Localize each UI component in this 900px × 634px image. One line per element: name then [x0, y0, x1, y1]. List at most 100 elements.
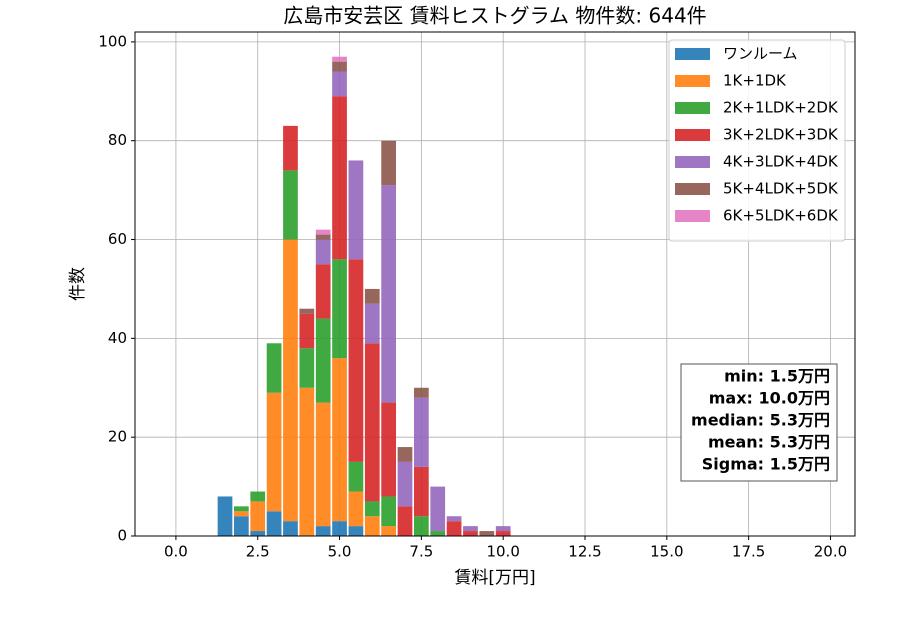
- bar-segment: [234, 516, 249, 536]
- legend-label: 6K+5LDK+6DK: [723, 207, 839, 225]
- bar-segment: [397, 461, 413, 507]
- bar-segment: [315, 234, 331, 240]
- y-tick-label: 60: [108, 230, 127, 248]
- bar-segment: [250, 491, 266, 502]
- bar-segment: [332, 259, 347, 359]
- y-tick-label: 40: [108, 329, 127, 347]
- bar-segment: [381, 185, 396, 403]
- bar-segment: [364, 303, 380, 344]
- legend-label: 4K+3LDK+4DK: [723, 153, 839, 171]
- legend-swatch: [675, 75, 710, 87]
- y-tick-label: 80: [108, 131, 127, 149]
- bar-segment: [414, 516, 429, 536]
- chart-title: 広島市安芸区 賃料ヒストグラム 物件数: 644件: [283, 4, 706, 28]
- stats-line: max: 10.0万円: [709, 389, 830, 408]
- x-axis-label: 賃料[万円]: [454, 568, 535, 588]
- legend-box: [668, 39, 846, 242]
- bar-segment: [315, 318, 331, 403]
- bar-segment: [299, 313, 315, 349]
- bar-segment: [364, 343, 380, 502]
- bar-segment: [250, 531, 266, 536]
- x-tick-label: 20.0: [814, 543, 847, 561]
- legend-swatch: [675, 156, 710, 168]
- x-tick-label: 2.5: [246, 543, 270, 561]
- plot-frame: [134, 31, 856, 537]
- bar-segment: [414, 387, 429, 398]
- bar-segment: [332, 358, 347, 522]
- bar-segment: [381, 496, 396, 527]
- bar-segment: [250, 501, 266, 532]
- stats-box: [680, 363, 838, 482]
- bar-segment: [364, 501, 380, 517]
- legend-label: 3K+2LDK+3DK: [723, 126, 839, 144]
- x-tick-label: 15.0: [650, 543, 683, 561]
- bar-segment: [332, 96, 347, 260]
- bar-segment: [234, 506, 249, 512]
- bar-segment: [266, 343, 282, 393]
- bar-segment: [266, 511, 282, 536]
- legend-label: 1K+1DK: [723, 72, 787, 90]
- stats-line: Sigma: 1.5万円: [702, 455, 830, 474]
- y-tick-label: 100: [98, 32, 127, 50]
- bar-segment: [315, 239, 331, 265]
- x-tick-label: 7.5: [409, 543, 433, 561]
- stats-line: median: 5.3万円: [691, 411, 830, 430]
- bar-segment: [348, 160, 364, 260]
- bar-segment: [299, 348, 315, 388]
- y-tick-label: 20: [108, 428, 127, 446]
- x-tick-label: 5.0: [328, 543, 352, 561]
- bar-segment: [430, 531, 446, 536]
- legend-swatch: [675, 48, 710, 60]
- bar-segment: [315, 229, 331, 235]
- bar-segment: [234, 511, 249, 517]
- stats-line: min: 1.5万円: [724, 367, 830, 386]
- bar-segment: [414, 466, 429, 517]
- x-tick-label: 10.0: [486, 543, 519, 561]
- bar-segment: [315, 402, 331, 527]
- bar-segment: [495, 526, 511, 532]
- bar-segment: [381, 526, 396, 536]
- bar-segment: [397, 447, 413, 462]
- bar-segment: [446, 521, 462, 536]
- bar-segment: [283, 521, 298, 536]
- legend: ワンルーム 1K+1DK 2K+1LDK+2DK 3K+2LDK+3DK 4K+3LDK…: [668, 39, 846, 242]
- bar-segment: [348, 461, 364, 492]
- legend-label: 2K+1LDK+2DK: [723, 99, 839, 117]
- bar-segment: [315, 264, 331, 319]
- bar-segment: [364, 516, 380, 536]
- x-tick-label: 0.0: [164, 543, 188, 561]
- legend-swatch: [675, 129, 710, 141]
- y-axis-label: 件数: [68, 267, 88, 301]
- bar-segment: [348, 491, 364, 527]
- y-tick-label: 0: [117, 527, 127, 545]
- x-tick-label: 12.5: [568, 543, 601, 561]
- bar-segment: [332, 61, 347, 72]
- legend-label: ワンルーム: [723, 45, 798, 63]
- legend-swatch: [675, 102, 710, 114]
- legend-swatch: [675, 183, 710, 195]
- bar-segment: [348, 526, 364, 536]
- bar-segment: [495, 531, 511, 536]
- bar-segment: [299, 387, 315, 536]
- bar-segment: [283, 170, 298, 240]
- bar-segment: [299, 308, 315, 314]
- bar-segment: [446, 516, 462, 522]
- bar-segment: [332, 71, 347, 97]
- bar-segment: [414, 397, 429, 467]
- bar-segment: [283, 239, 298, 522]
- bar-segment: [381, 402, 396, 497]
- bar-segment: [348, 259, 364, 462]
- legend-label: 5K+4LDK+5DK: [723, 180, 839, 198]
- legend-swatch: [675, 210, 710, 222]
- bar-segment: [364, 288, 380, 304]
- bar-segment: [430, 486, 446, 532]
- x-tick-label: 17.5: [732, 543, 765, 561]
- bar-segment: [381, 140, 396, 186]
- bar-segment: [266, 392, 282, 512]
- stats-line: mean: 5.3万円: [708, 433, 830, 452]
- bar-segment: [332, 56, 347, 62]
- bar-segment: [283, 125, 298, 171]
- bar-segment: [463, 531, 478, 536]
- bar-segment: [217, 496, 233, 536]
